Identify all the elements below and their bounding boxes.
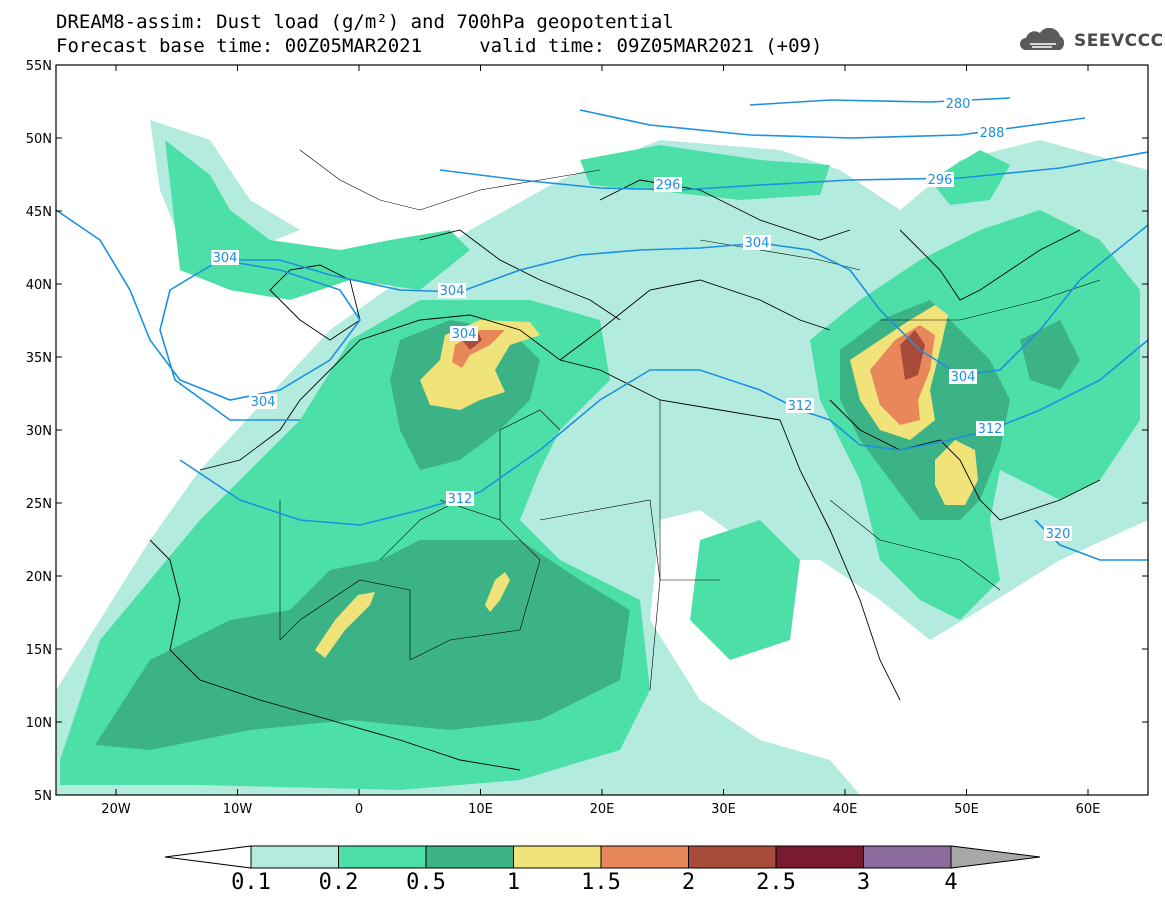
- lon-tick-label: 60E: [1076, 802, 1101, 817]
- contour-label: 312: [978, 422, 1003, 437]
- contour-label-bg: [249, 394, 277, 409]
- contour-label: 304: [951, 370, 976, 385]
- map-content: 280 288 296 296 304 304 304 304 304 304 312 312 312 3…: [56, 65, 1148, 795]
- lat-tick-label: 50N: [26, 132, 52, 147]
- lon-tick-label: 10E: [468, 802, 493, 817]
- colorbar-label: 1.5: [581, 870, 621, 895]
- colorbar-segment: [338, 845, 427, 869]
- latitude-axis: 55N 50N 45N 40N 35N 30N 25N 20N 15N 10N 5N: [26, 59, 1148, 804]
- lat-tick-label: 55N: [26, 59, 52, 74]
- colorbar-segment: [425, 845, 514, 869]
- colorbar-label: 3: [856, 870, 871, 895]
- contour-label: 320: [1046, 527, 1071, 542]
- contour-296: [439, 151, 1148, 191]
- lat-tick-label: 20N: [26, 570, 52, 585]
- longitude-axis: 20W 10W 0 10E 20E 30E 40E 50E 60E: [101, 65, 1100, 817]
- colorbar-segment: [775, 845, 864, 869]
- colorbar-label: 4: [944, 870, 958, 895]
- contour-label-bg: [944, 96, 972, 111]
- contour-label: 288: [980, 126, 1005, 141]
- lon-tick-label: 30E: [711, 802, 736, 817]
- colorbar-segment: [863, 845, 952, 869]
- colorbar-segment: [513, 845, 602, 869]
- country-borders: [279, 149, 1101, 691]
- contour-label-bg: [978, 125, 1006, 140]
- contour-labels: 280 288 296 296 304 304 304 304 304 304 312 312 312 3…: [211, 96, 1072, 542]
- logo-text: SEEVCCC: [1074, 31, 1164, 51]
- contour-label-bg: [976, 421, 1004, 436]
- colorbar-segment: [250, 845, 339, 869]
- contour-label: 304: [745, 236, 770, 251]
- contour-label: 304: [213, 251, 238, 266]
- lon-tick-label: 0: [355, 802, 363, 817]
- lon-tick-label: 40E: [833, 802, 858, 817]
- lon-tick-label: 10W: [223, 802, 253, 817]
- contour-label-bg: [1044, 526, 1072, 541]
- lat-tick-label: 40N: [26, 278, 52, 293]
- contour-label-bg: [446, 491, 474, 506]
- lat-tick-label: 30N: [26, 424, 52, 439]
- lon-tick-label: 20E: [590, 802, 615, 817]
- map-title-line2: Forecast base time: 00Z05MAR2021 valid t…: [56, 35, 823, 57]
- colorbar-label: 0.1: [231, 870, 271, 895]
- lat-tick-label: 35N: [26, 351, 52, 366]
- contour-label: 304: [440, 284, 465, 299]
- contour-label-bg: [949, 369, 977, 384]
- contour-label: 304: [452, 327, 477, 342]
- seevccc-logo: SEEVCCC: [1016, 28, 1164, 54]
- colorbar-label: 1: [506, 870, 521, 895]
- contour-label-bg: [786, 398, 814, 413]
- contour-label: 312: [788, 399, 813, 414]
- colorbar-low-triangle: [164, 845, 252, 869]
- lon-tick-label: 20W: [101, 802, 131, 817]
- map-title-line1: DREAM8-assim: Dust load (g/m²) and 700hP…: [56, 11, 674, 33]
- lat-tick-label: 45N: [26, 205, 52, 220]
- cloud-icon: [1020, 28, 1065, 50]
- lat-tick-label: 25N: [26, 497, 52, 512]
- colorbar-label: 0.2: [318, 870, 359, 895]
- contour-label: 304: [251, 395, 276, 410]
- colorbar-segment: [600, 845, 689, 869]
- colorbar-label: 2.5: [756, 870, 796, 895]
- lon-tick-label: 50E: [954, 802, 979, 817]
- lat-tick-label: 5N: [34, 789, 52, 804]
- lat-tick-label: 15N: [26, 643, 52, 658]
- colorbar-label: 2: [681, 870, 696, 895]
- colorbar-segment: [688, 845, 777, 869]
- contour-label-bg: [743, 235, 771, 250]
- contour-label-bg: [211, 250, 239, 265]
- colorbar-label: 0.5: [406, 870, 446, 895]
- contour-label: 296: [656, 178, 681, 193]
- contour-label-bg: [654, 177, 682, 192]
- contour-label: 280: [946, 97, 971, 112]
- contour-label-bg: [438, 283, 466, 298]
- contour-label: 296: [928, 173, 953, 188]
- contour-label-bg: [926, 172, 954, 187]
- lat-tick-label: 10N: [26, 716, 52, 731]
- contour-label-bg: [450, 326, 478, 341]
- colorbar: [164, 845, 1041, 869]
- colorbar-high-triangle: [950, 845, 1041, 869]
- contour-label: 312: [448, 492, 473, 507]
